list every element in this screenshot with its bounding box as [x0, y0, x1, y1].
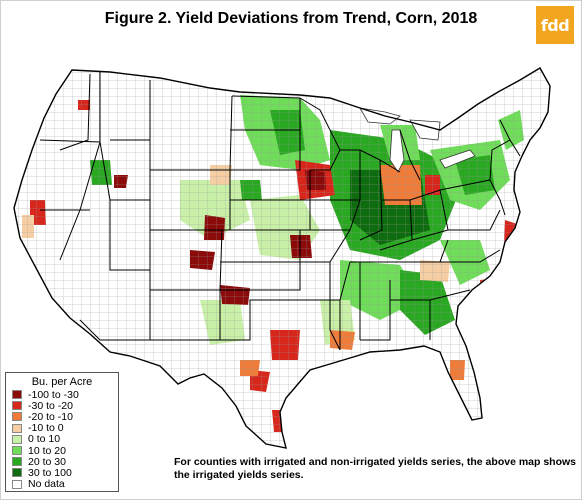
legend-label: 0 to 10: [28, 433, 61, 446]
footnote: For counties with irrigated and non-irri…: [174, 456, 577, 481]
state-borders: [13, 67, 551, 449]
legend-swatch: [12, 390, 22, 400]
legend-item: -20 to -10: [6, 410, 118, 423]
legend-title: Bu. per Acre: [31, 376, 93, 388]
legend-label: 10 to 20: [28, 444, 66, 457]
legend-item: 30 to 100: [6, 466, 118, 479]
legend-item: No data: [6, 478, 118, 491]
legend-item: 10 to 20: [6, 444, 118, 457]
legend-swatch: [12, 401, 22, 411]
legend-swatch: [12, 423, 22, 433]
legend-item: -30 to -20: [6, 399, 118, 412]
legend-item: -100 to -30: [6, 388, 118, 401]
legend-swatch: [12, 434, 22, 444]
legend-swatch: [12, 468, 22, 478]
fdd-logo: fdd: [536, 6, 574, 44]
legend-swatch: [12, 412, 22, 422]
legend-swatch: [12, 457, 22, 467]
legend-label: No data: [28, 478, 65, 491]
legend-label: -10 to 0: [28, 422, 64, 435]
legend-label: -20 to -10: [28, 410, 73, 423]
legend-item: 20 to 30: [6, 455, 118, 468]
legend-label: 20 to 30: [28, 455, 66, 468]
legend-swatch: [12, 479, 22, 489]
legend-item: 0 to 10: [6, 433, 118, 446]
great-lakes: [359, 107, 476, 173]
legend-item: -10 to 0: [6, 422, 118, 435]
legend-swatch: [12, 446, 22, 456]
figure-title: Figure 2. Yield Deviations from Trend, C…: [104, 10, 478, 27]
legend-label: -30 to -20: [28, 399, 73, 412]
legend-label: 30 to 100: [28, 466, 72, 479]
map-legend: Bu. per Acre -100 to -30 -30 to -20 -20 …: [5, 372, 119, 492]
legend-label: -100 to -30: [28, 388, 79, 401]
